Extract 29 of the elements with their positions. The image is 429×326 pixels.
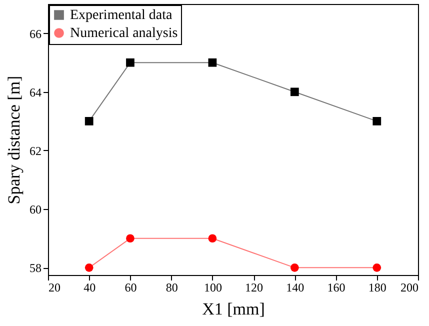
y-tick-label: 64	[30, 85, 42, 100]
legend-label: Numerical analysis	[70, 26, 178, 41]
x-tick-label: 200	[400, 280, 418, 294]
x-tick-label: 180	[368, 280, 386, 294]
point	[208, 58, 217, 67]
point	[290, 88, 299, 96]
x-tick-label: 100	[204, 280, 222, 294]
x-tick-label: 60	[124, 280, 137, 294]
y-axis-title: Spary distance [m]	[4, 76, 24, 204]
y-tick-label: 62	[30, 144, 42, 158]
point	[84, 264, 94, 272]
x-tick-label: 40	[84, 280, 96, 294]
legend-label: Experimental data	[70, 8, 174, 23]
point	[372, 264, 382, 272]
point	[208, 234, 217, 243]
y-tick-label: 66	[30, 26, 42, 41]
x-tick-label: 160	[327, 280, 346, 294]
point	[126, 234, 134, 243]
x-tick-label: 120	[245, 280, 264, 294]
y-tick-label: 58	[30, 261, 42, 276]
x-tick-label: 80	[166, 280, 178, 294]
point	[126, 58, 134, 67]
x-axis-title: X1 [mm]	[202, 300, 265, 318]
x-tick-label: 140	[286, 280, 304, 294]
point	[372, 117, 382, 126]
point	[290, 264, 299, 272]
point	[84, 117, 94, 126]
x-tick-label: 20	[48, 280, 60, 294]
y-tick-label: 60	[30, 202, 42, 217]
